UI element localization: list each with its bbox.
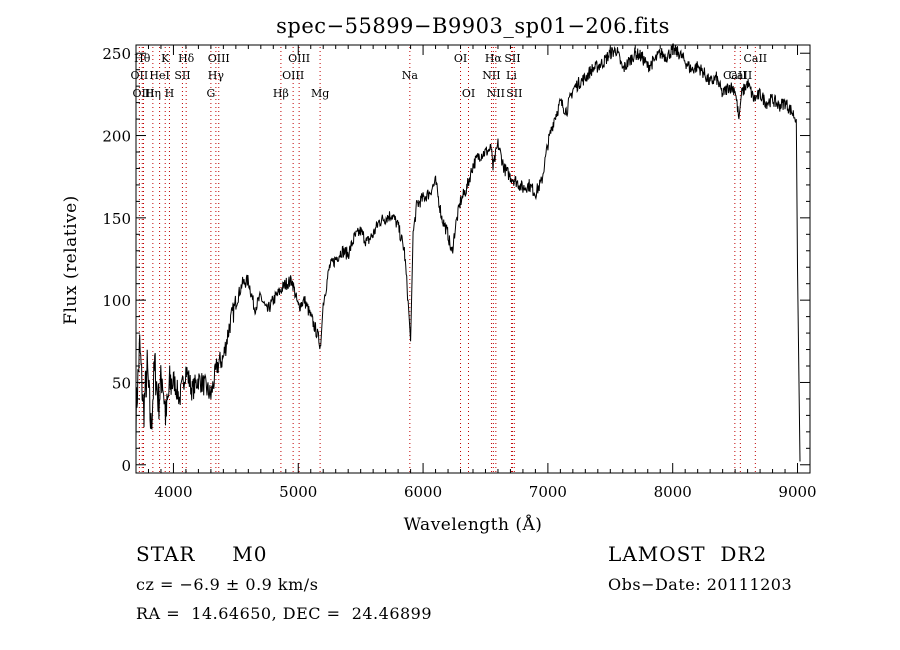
- y-tick-label: 50: [112, 374, 131, 392]
- y-tick-label: 100: [102, 292, 131, 310]
- x-axis-label: Wavelength (Å): [404, 514, 543, 535]
- series-layer: [135, 43, 801, 462]
- line-label: G: [206, 87, 215, 100]
- line-label: Hθ: [134, 52, 151, 65]
- chart-title: spec−55899−B9903_sp01−206.fits: [276, 14, 670, 38]
- observation-date: Obs−Date: 20111203: [608, 575, 793, 594]
- x-tick-label: 6000: [404, 483, 442, 501]
- line-label: OIII: [208, 52, 230, 65]
- x-tick-label: 8000: [654, 483, 692, 501]
- line-labels: OIIHθOIIIHηHeIKHSIIHδGHγOIIIHβOIIIOIIIMg…: [131, 52, 768, 100]
- x-tick-label: 4000: [154, 483, 192, 501]
- line-label: SII: [504, 52, 520, 65]
- plot-frame: [135, 44, 811, 474]
- y-tick-label: 200: [102, 128, 131, 146]
- x-tick-label: 5000: [279, 483, 317, 501]
- line-label: Na: [402, 69, 419, 82]
- y-tick-label: 150: [102, 210, 131, 228]
- line-markers: [138, 47, 756, 473]
- line-label: CaII: [729, 69, 753, 82]
- x-tick-label: 9000: [778, 483, 816, 501]
- line-label: OIII: [132, 87, 154, 100]
- line-label: Li: [506, 69, 517, 82]
- line-label: Hα: [485, 52, 503, 65]
- line-label: Hβ: [273, 87, 289, 100]
- ra-dec-coordinates: RA = 14.64650, DEC = 24.46899: [136, 604, 433, 623]
- line-label: SII: [506, 87, 522, 100]
- line-label: OI: [454, 52, 467, 65]
- y-tick-label: 250: [102, 45, 131, 63]
- line-label: SII: [174, 69, 190, 82]
- x-tick-label: 7000: [529, 483, 567, 501]
- line-label: OIII: [282, 69, 304, 82]
- line-label: HeI: [149, 69, 169, 82]
- y-tick-label: 0: [121, 457, 131, 475]
- line-label: K: [161, 52, 170, 65]
- line-label: NII: [482, 69, 500, 82]
- object-class: STAR M0: [136, 542, 268, 566]
- line-label: OIII: [288, 52, 310, 65]
- line-label: Mg: [311, 87, 329, 100]
- line-label: OII: [131, 69, 149, 82]
- redshift-cz: cz = −6.9 ± 0.9 km/s: [136, 575, 319, 594]
- line-label: Hδ: [178, 52, 195, 65]
- line-label: Hγ: [208, 69, 225, 82]
- spectrum-line: [135, 43, 801, 462]
- line-label: NII: [487, 87, 505, 100]
- line-label: Hη: [145, 87, 161, 100]
- survey-name: LAMOST DR2: [608, 542, 768, 566]
- y-axis-label: Flux (relative): [61, 195, 81, 325]
- line-label: CaII: [743, 52, 767, 65]
- line-label: CaII: [723, 69, 747, 82]
- line-label: OI: [462, 87, 475, 100]
- axes: 4000 5000 6000 7000 8000 9000 0 50 100 150 200 250: [102, 45, 817, 501]
- line-label: H: [165, 87, 175, 100]
